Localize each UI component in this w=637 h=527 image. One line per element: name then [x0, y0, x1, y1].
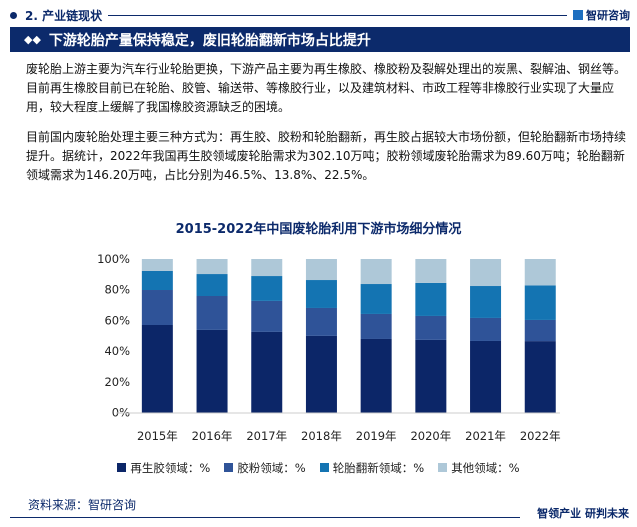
bar-segment — [141, 259, 173, 271]
bar-segment — [305, 259, 337, 281]
bar-segment — [470, 259, 502, 287]
bar-segment — [524, 285, 556, 320]
source-text: 资料来源：智研咨询 — [28, 498, 137, 512]
y-tick-label: 40% — [104, 344, 130, 358]
legend-item: 其他领域：% — [438, 460, 520, 476]
bar-segment — [251, 259, 283, 277]
legend-item: 再生胶领域：% — [117, 460, 210, 476]
legend-swatch — [117, 463, 127, 472]
bar-segment — [196, 274, 228, 296]
legend-label: 胶粉领域：% — [237, 461, 306, 475]
y-tick-label: 60% — [104, 313, 130, 327]
bar-segment — [524, 259, 556, 286]
bar-segment — [524, 341, 556, 413]
bullet-icon — [10, 11, 17, 19]
y-tick-label: 20% — [104, 375, 130, 389]
bar-segment — [305, 335, 337, 413]
bar-segment — [360, 284, 392, 314]
legend-swatch — [438, 463, 448, 472]
logo-icon — [573, 10, 583, 20]
bar-segment — [141, 290, 173, 326]
bar-segment — [305, 307, 337, 336]
legend-label: 轮胎翻新领域：% — [332, 461, 425, 475]
x-tick-label: 2020年 — [410, 429, 451, 443]
legend-swatch — [224, 463, 234, 472]
bar-segment — [196, 295, 228, 330]
y-tick-label: 80% — [104, 283, 130, 297]
legend-label: 其他领域：% — [451, 461, 520, 475]
x-tick-label: 2018年 — [301, 429, 342, 443]
page-title: 下游轮胎产量保持稳定，废旧轮胎翻新市场占比提升 — [48, 32, 371, 49]
bar-segment — [196, 329, 228, 413]
logo-text: 智研咨询 — [586, 9, 630, 22]
bar-segment — [196, 259, 228, 275]
bar-segment — [470, 286, 502, 318]
slogan: 智领产业 研判未来 — [537, 507, 629, 520]
footer-divider — [10, 517, 520, 518]
bar-segment — [360, 313, 392, 339]
bar-segment — [305, 280, 337, 308]
bar-segment — [470, 317, 502, 341]
x-tick-label: 2019年 — [356, 429, 397, 443]
bar-segment — [360, 338, 392, 413]
paragraph-1: 废轮胎上游主要为汽车行业轮胎更换，下游产品主要为再生橡胶、橡胶粉及裂解处理出的炭… — [26, 62, 627, 114]
paragraph-2: 目前国内废轮胎处理主要三种方式为：再生胶、胶粉和轮胎翻新，再生胶占据较大市场份额… — [26, 130, 627, 182]
legend-label: 再生胶领域：% — [130, 461, 211, 475]
chart-legend: 再生胶领域：% 胶粉领域：% 轮胎翻新领域：% 其他领域：% — [0, 460, 637, 476]
divider — [108, 14, 567, 16]
bar-segment — [415, 315, 447, 340]
legend-item: 轮胎翻新领域：% — [319, 460, 425, 476]
bar-segment — [415, 339, 447, 413]
diamond-icon: ◆◆ — [24, 33, 41, 46]
bar-segment — [141, 270, 173, 291]
legend-item: 胶粉领域：% — [224, 460, 306, 476]
y-tick-label: 100% — [97, 252, 130, 266]
x-tick-label: 2016年 — [192, 429, 233, 443]
bar-segment — [251, 300, 283, 332]
legend-swatch — [319, 463, 329, 472]
bar-segment — [251, 276, 283, 301]
bar-segment — [360, 259, 392, 285]
x-tick-label: 2015年 — [137, 429, 178, 443]
chart-title: 2015-2022年中国废轮胎利用下游市场细分情况 — [175, 222, 462, 237]
section-title: 2. 产业链现状 — [25, 8, 103, 23]
bar-segment — [524, 319, 556, 342]
x-tick-label: 2017年 — [246, 429, 287, 443]
bar-segment — [251, 331, 283, 413]
bar-segment — [470, 340, 502, 413]
x-tick-label: 2022年 — [520, 429, 561, 443]
bar-segment — [415, 282, 447, 316]
brand-logo: 智研咨询 — [573, 7, 630, 23]
bar-segment — [415, 259, 447, 283]
section-header: 2. 产业链现状 智研咨询 — [10, 6, 630, 24]
title-bar: ◆◆ 下游轮胎产量保持稳定，废旧轮胎翻新市场占比提升 — [10, 27, 630, 52]
bar-segment — [141, 325, 173, 413]
x-tick-label: 2021年 — [465, 429, 506, 443]
